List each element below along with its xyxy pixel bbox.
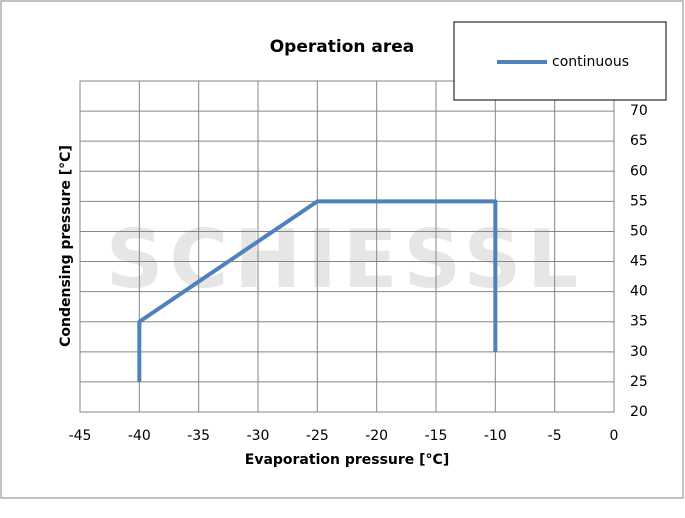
y-tick-label: 60: [630, 163, 648, 179]
x-tick-label: -15: [425, 428, 448, 444]
y-tick-label: 45: [630, 254, 648, 270]
y-tick-label: 40: [630, 284, 648, 300]
data-line: [137, 199, 498, 382]
y-tick-label: 65: [630, 133, 648, 149]
x-tick-label: -40: [128, 428, 151, 444]
y-tick-label: 70: [630, 103, 648, 119]
plot-area: [79, 80, 615, 413]
legend-label: continuous: [552, 54, 629, 70]
y-tick-label: 35: [630, 314, 648, 330]
y-tick-label: 55: [630, 193, 648, 209]
x-tick-label: -30: [247, 428, 270, 444]
x-tick-label: -20: [365, 428, 388, 444]
x-tick-label: -5: [548, 428, 562, 444]
y-tick-label: 30: [630, 344, 648, 360]
x-tick-label: -45: [69, 428, 92, 444]
x-tick-label: -10: [484, 428, 507, 444]
x-tick-label: -25: [306, 428, 329, 444]
y-tick-label: 20: [630, 404, 648, 420]
chart-title: Operation area: [270, 37, 415, 57]
legend: [453, 21, 667, 101]
y-tick-label: 50: [630, 223, 648, 239]
x-axis-label: Evaporation pressure [°C]: [245, 452, 449, 468]
y-tick-label: 25: [630, 374, 648, 390]
x-tick-label: -35: [187, 428, 210, 444]
x-tick-label: 0: [610, 428, 619, 444]
y-axis-label: Condensing pressure [°C]: [58, 145, 74, 347]
